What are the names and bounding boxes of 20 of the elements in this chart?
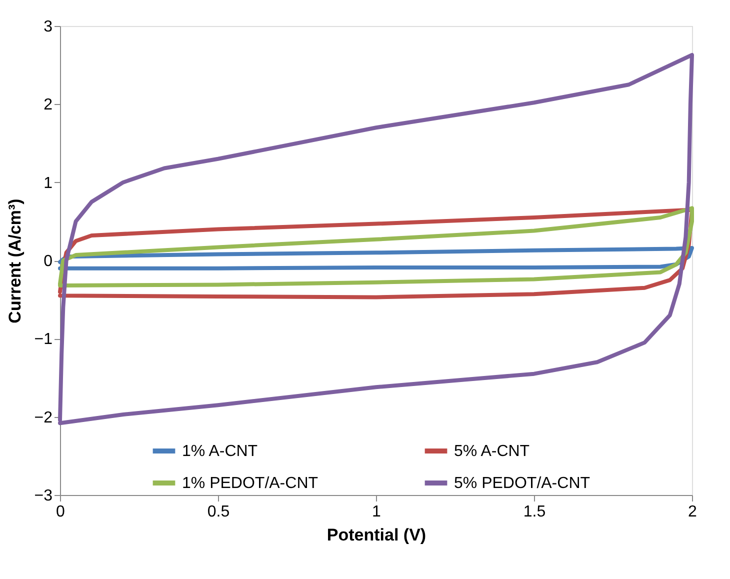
- line-series: [58, 52, 694, 426]
- x-tick-label: 0: [56, 504, 66, 520]
- legend-label: 5% A-CNT: [454, 443, 530, 460]
- x-tick-label: 2: [688, 504, 698, 520]
- x-tick-label: 1: [372, 504, 382, 520]
- legend-label: 1% A-CNT: [182, 443, 258, 460]
- y-tick-label: −1: [34, 331, 53, 348]
- x-tick-label: 1.5: [523, 504, 546, 520]
- y-tick-label: 0: [44, 253, 53, 270]
- y-tick-label: −3: [34, 488, 53, 504]
- y-tick-label: 1: [44, 174, 53, 192]
- y-tick-label: −2: [34, 409, 53, 426]
- y-tick-label: 2: [44, 96, 53, 114]
- legend-label: 1% PEDOT/A-CNT: [182, 475, 318, 492]
- y-axis-title: Current (A/cm³): [5, 198, 24, 324]
- legend-label: 5% PEDOT/A-CNT: [454, 475, 590, 492]
- line-series: [58, 246, 694, 270]
- x-tick-label: 0.5: [207, 504, 230, 520]
- x-axis-title: Potential (V): [326, 526, 426, 544]
- y-tick-label: 3: [44, 18, 53, 36]
